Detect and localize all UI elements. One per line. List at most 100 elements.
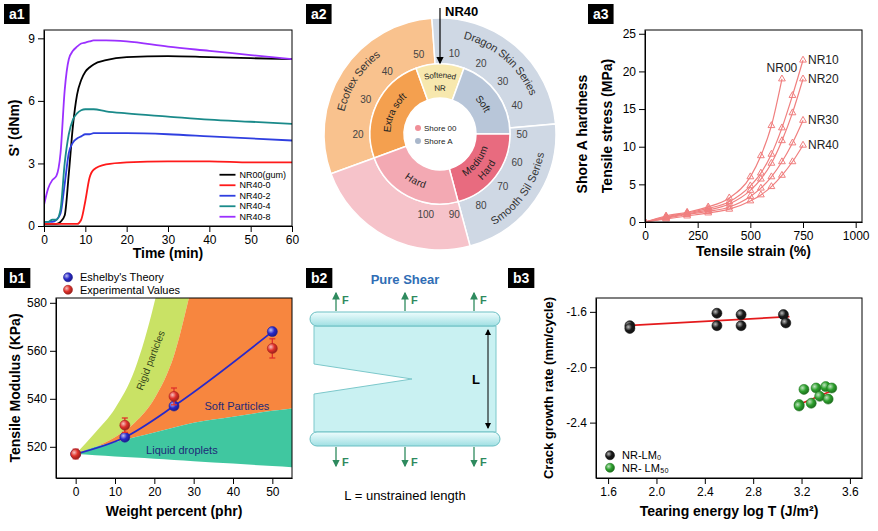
x-tick-mark — [850, 478, 851, 484]
error-bar-cap — [269, 338, 275, 339]
y-tick-mark — [639, 222, 645, 223]
force-arrow — [335, 447, 336, 466]
legend-label: Eshelby's Theory — [80, 271, 164, 283]
length-label: L — [472, 372, 480, 387]
y-tick-mark — [50, 447, 56, 448]
scale-tick-label: 10 — [449, 48, 461, 59]
x-tick-mark — [168, 226, 169, 232]
marker — [267, 343, 277, 353]
x-tick-mark — [272, 478, 273, 484]
x-tick-mark — [127, 226, 128, 232]
chart-panel: 1.62.02.42.83.23.6-2.4-2.0-1.6Tearing en… — [541, 297, 863, 519]
panel-letter-box — [4, 4, 30, 24]
specimen-sheet — [314, 326, 496, 432]
scale-tick-label: 30 — [360, 94, 372, 105]
panel-letter-box — [306, 268, 332, 288]
marker — [781, 318, 791, 328]
series-end-label: NR30 — [808, 113, 839, 127]
class-segment — [374, 146, 458, 204]
force-arrow — [473, 293, 474, 311]
force-arrow — [335, 293, 336, 311]
legend: Eshelby's TheoryExperimental Values — [64, 271, 181, 296]
x-tick-label: 2.0 — [649, 485, 666, 499]
class-label-path: Soft — [474, 93, 493, 114]
force-label: F — [480, 456, 487, 468]
y-tick: 0 — [629, 215, 645, 229]
series-end-label: NR40 — [808, 138, 839, 152]
x-axis-line — [597, 478, 863, 479]
marker — [705, 209, 712, 215]
scale-tick-label: 40 — [382, 66, 394, 77]
x-tick: 20 — [148, 478, 162, 499]
y-tick: -2.4 — [566, 416, 596, 430]
x-tick-label: 750 — [793, 229, 813, 243]
hardness-wheel: Extra softSoftenedNRSoftMediumHardHardEc… — [324, 8, 556, 250]
x-tick-mark — [856, 222, 857, 228]
legend-label: NR40-2 — [239, 191, 270, 201]
scale-tick-label: 60 — [511, 157, 523, 168]
x-axis: 02505007501000 — [642, 222, 870, 243]
x-tick-mark — [750, 222, 751, 228]
y-tick-mark — [50, 303, 56, 304]
force-arrow — [404, 293, 405, 311]
error-bar-cap — [269, 357, 275, 358]
y-tick: 20 — [623, 65, 645, 79]
y-tick-mark — [38, 226, 44, 227]
marker — [794, 401, 804, 411]
x-axis-title: Tearing energy log T (J/m²) — [640, 503, 819, 519]
marker — [663, 214, 670, 220]
x-tick-label: 2.8 — [745, 485, 762, 499]
marker — [757, 175, 764, 181]
y-tick: 10 — [623, 140, 645, 154]
x-tick-mark — [802, 478, 803, 484]
y-tick-mark — [590, 367, 596, 368]
panel-letter: b1 — [4, 268, 30, 288]
legend-label: NR-LM₀ — [622, 449, 661, 461]
x-tick: 20 — [120, 226, 134, 247]
region-label: Rigid particles — [134, 329, 167, 392]
x-tick-label: 0 — [73, 485, 80, 499]
y-tick-mark — [639, 34, 645, 35]
legend-label: NR40-8 — [239, 212, 270, 222]
y-tick-label: 15 — [623, 102, 637, 116]
marker — [71, 449, 81, 459]
y-axis-line — [596, 299, 597, 479]
series-label: Ecoflex Series — [335, 48, 383, 113]
y-tick-label: -2.4 — [566, 416, 587, 430]
class-label: Hard — [476, 158, 498, 182]
legend: NR00(gum)NR40-0NR40-2NR40-4NR40-8 — [219, 170, 286, 222]
bottom-clamp — [310, 432, 500, 446]
marker — [757, 184, 764, 190]
x-tick: 750 — [793, 222, 813, 243]
x-tick: 2.0 — [649, 478, 666, 499]
marker — [800, 75, 807, 81]
legend-symbol — [219, 195, 235, 197]
class-segment — [370, 68, 428, 158]
marker — [789, 158, 796, 164]
y-tick: 6 — [28, 94, 44, 108]
x-tick-label: 30 — [187, 485, 201, 499]
length-marker — [488, 330, 489, 428]
x-tick: 250 — [688, 222, 708, 243]
x-tick-label: 0 — [41, 233, 48, 247]
x-tick-label: 40 — [203, 233, 217, 247]
marker — [169, 391, 179, 401]
x-tick-mark — [85, 226, 86, 232]
y-tick-label: 560 — [27, 344, 47, 358]
x-tick-label: 250 — [688, 229, 708, 243]
legend-symbol — [64, 285, 73, 294]
marker — [789, 139, 796, 145]
x-tick-mark — [645, 222, 646, 228]
y-axis-title: Tensile stress (MPa) — [599, 59, 615, 193]
marker — [768, 173, 775, 179]
series-label: Smooth Sil Series — [488, 151, 546, 227]
marker — [747, 173, 754, 179]
scale-legend-label: Shore 00 — [424, 124, 457, 133]
x-tick-label: 3.6 — [842, 485, 859, 499]
force-arrow — [404, 447, 405, 466]
y-tick: 9 — [28, 32, 44, 46]
legend-entry: Experimental Values — [64, 284, 181, 296]
x-tick-mark — [698, 222, 699, 228]
series-line — [645, 145, 803, 222]
legend-entry: NR40-2 — [219, 191, 270, 201]
